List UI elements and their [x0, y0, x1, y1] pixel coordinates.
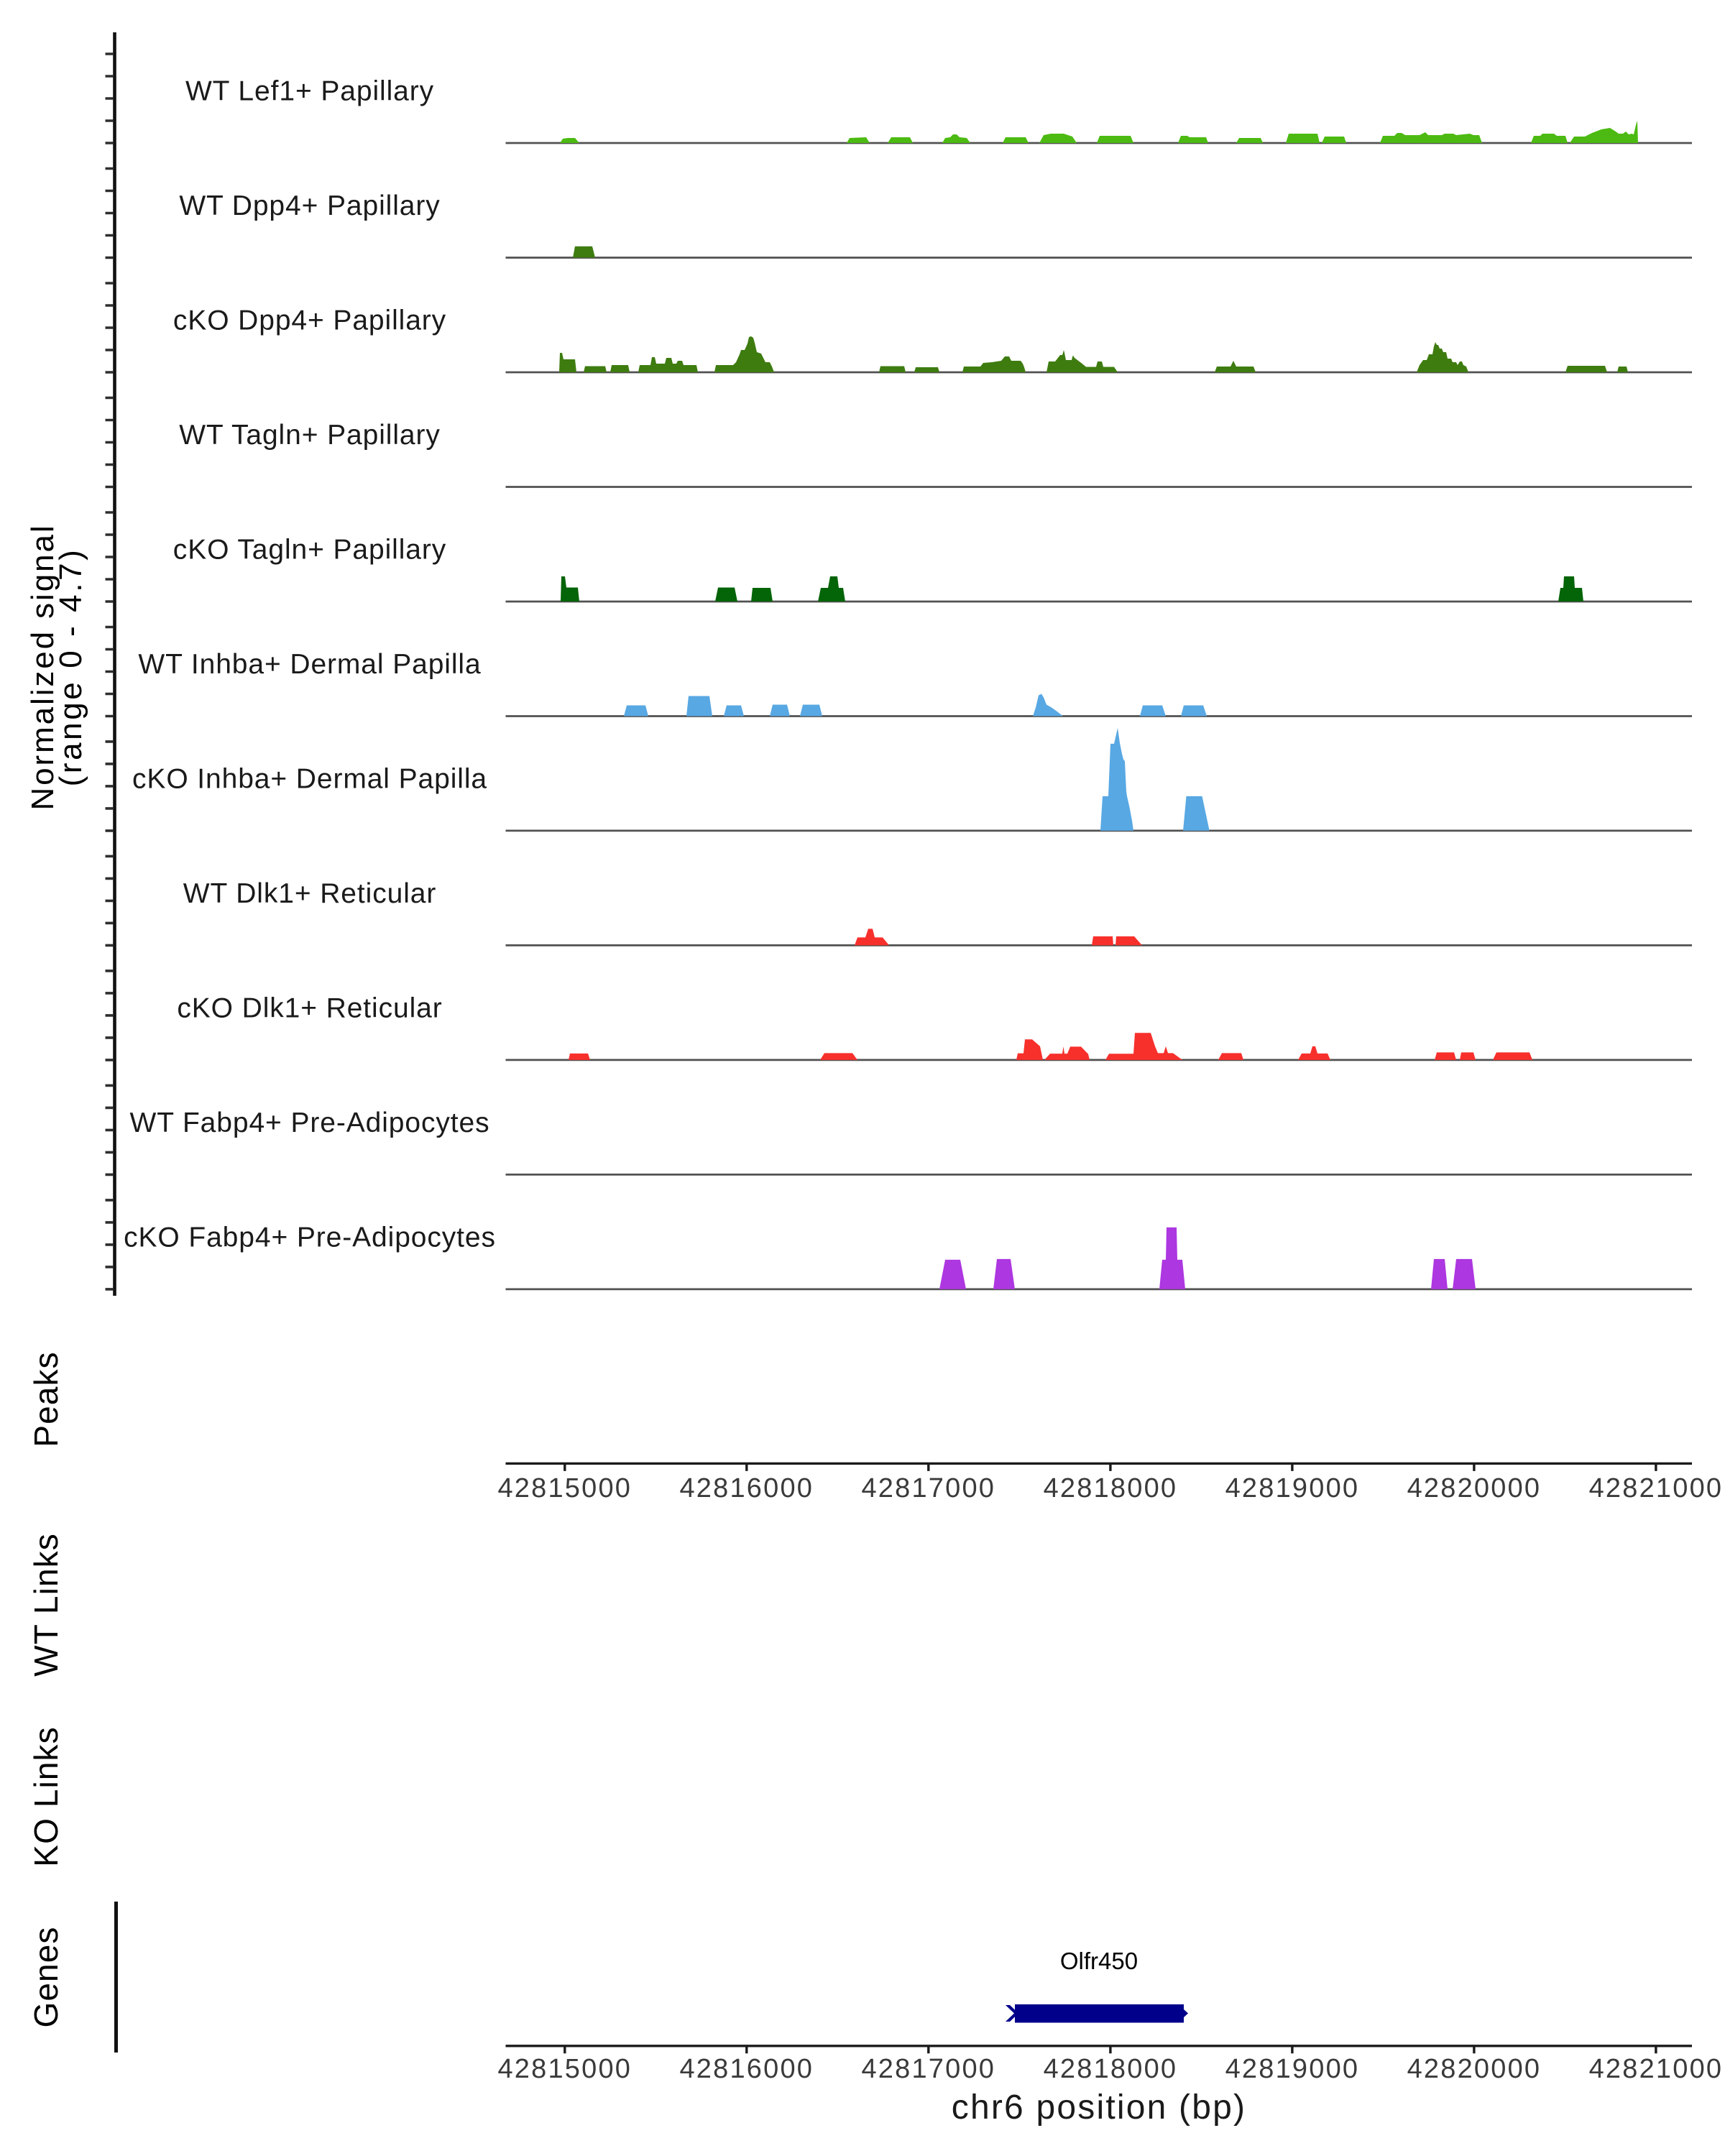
svg-text:Genes: Genes	[27, 1926, 65, 2027]
svg-text:42821000: 42821000	[1589, 1473, 1724, 1503]
svg-text:cKO Tagln+ Papillary: cKO Tagln+ Papillary	[173, 535, 446, 566]
svg-text:42817000: 42817000	[861, 1473, 995, 1503]
svg-text:42815000: 42815000	[497, 1473, 632, 1503]
svg-text:42820000: 42820000	[1407, 2054, 1542, 2084]
svg-text:Olfr450: Olfr450	[1060, 1948, 1138, 1974]
svg-text:chr6 position (bp): chr6 position (bp)	[952, 2088, 1246, 2127]
svg-text:(range 0 - 4.7): (range 0 - 4.7)	[53, 548, 88, 787]
svg-text:42817000: 42817000	[861, 2054, 995, 2084]
svg-text:WT Lef1+ Papillary: WT Lef1+ Papillary	[185, 76, 434, 107]
svg-text:WT Dlk1+ Reticular: WT Dlk1+ Reticular	[183, 878, 436, 909]
svg-text:WT Dpp4+ Papillary: WT Dpp4+ Papillary	[179, 190, 440, 221]
svg-text:WT Inhba+ Dermal Papilla: WT Inhba+ Dermal Papilla	[138, 649, 481, 680]
svg-text:42818000: 42818000	[1044, 2054, 1178, 2084]
svg-text:42821000: 42821000	[1589, 2054, 1724, 2084]
svg-text:42816000: 42816000	[679, 1473, 814, 1503]
svg-text:Peaks: Peaks	[27, 1351, 65, 1447]
svg-text:42819000: 42819000	[1225, 1473, 1360, 1503]
svg-text:cKO Inhba+ Dermal Papilla: cKO Inhba+ Dermal Papilla	[132, 763, 487, 794]
svg-text:42818000: 42818000	[1044, 1473, 1178, 1503]
svg-text:cKO Dpp4+ Papillary: cKO Dpp4+ Papillary	[173, 305, 446, 336]
svg-text:cKO Fabp4+ Pre-Adipocytes: cKO Fabp4+ Pre-Adipocytes	[124, 1222, 496, 1253]
svg-text:42820000: 42820000	[1407, 1473, 1542, 1503]
svg-text:WT Tagln+ Papillary: WT Tagln+ Papillary	[179, 420, 441, 451]
svg-text:WT Links: WT Links	[27, 1533, 65, 1677]
svg-text:42819000: 42819000	[1225, 2054, 1360, 2084]
svg-text:Normalized signal: Normalized signal	[25, 523, 60, 810]
svg-text:42816000: 42816000	[679, 2054, 814, 2084]
svg-text:WT Fabp4+ Pre-Adipocytes: WT Fabp4+ Pre-Adipocytes	[129, 1107, 489, 1138]
svg-text:KO Links: KO Links	[27, 1726, 65, 1866]
svg-text:cKO Dlk1+ Reticular: cKO Dlk1+ Reticular	[177, 992, 442, 1023]
svg-text:42815000: 42815000	[497, 2054, 632, 2084]
